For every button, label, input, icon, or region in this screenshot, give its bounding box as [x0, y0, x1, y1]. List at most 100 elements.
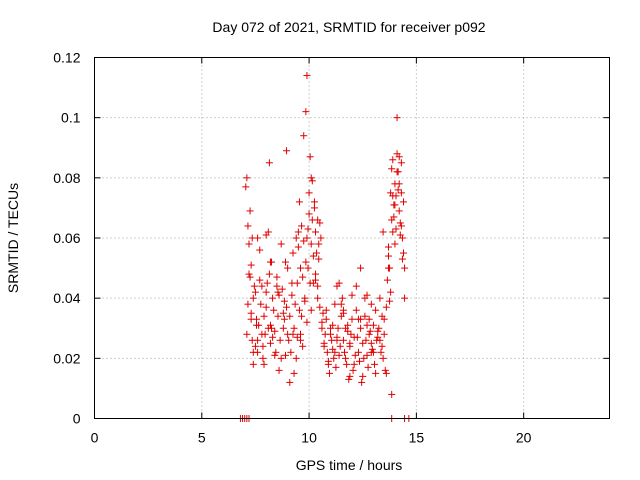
- data-point: [346, 339, 354, 347]
- data-point: [244, 300, 252, 308]
- data-point: [279, 309, 287, 317]
- data-point: [244, 222, 252, 230]
- data-point: [364, 363, 372, 371]
- data-point: [294, 243, 302, 251]
- data-point: [333, 282, 341, 290]
- data-point: [351, 351, 359, 359]
- data-points: [236, 72, 413, 422]
- data-point: [253, 315, 261, 323]
- y-tick-label: 0: [73, 411, 81, 427]
- data-point: [314, 294, 322, 302]
- data-point: [384, 252, 392, 260]
- y-tick-label: 0.02: [53, 350, 80, 366]
- data-point: [380, 330, 388, 338]
- data-point: [274, 288, 282, 296]
- data-point: [365, 315, 373, 323]
- data-point: [388, 165, 396, 173]
- data-point: [357, 315, 365, 323]
- data-point: [340, 348, 348, 356]
- data-point: [265, 270, 273, 278]
- data-point: [318, 324, 326, 332]
- data-point: [381, 366, 389, 374]
- data-point: [315, 240, 323, 248]
- data-point: [275, 291, 283, 299]
- data-point: [367, 339, 375, 347]
- data-point: [367, 300, 375, 308]
- data-point: [310, 198, 318, 206]
- data-point: [254, 234, 262, 242]
- data-point: [345, 375, 353, 383]
- data-point: [389, 228, 397, 236]
- data-point: [320, 342, 328, 350]
- data-point: [398, 255, 406, 263]
- data-point: [281, 258, 289, 266]
- data-point: [393, 114, 401, 122]
- data-point: [266, 258, 274, 266]
- data-point: [292, 234, 300, 242]
- data-point: [285, 336, 293, 344]
- data-point: [400, 249, 407, 257]
- data-point: [299, 342, 307, 350]
- data-point: [242, 183, 250, 191]
- data-point: [304, 225, 312, 233]
- data-point: [392, 192, 400, 200]
- data-point: [384, 243, 392, 251]
- data-point: [363, 321, 371, 329]
- data-point: [395, 207, 403, 215]
- data-point: [334, 324, 342, 332]
- x-tick-label: 0: [91, 430, 99, 446]
- data-point: [255, 321, 263, 329]
- data-point: [335, 351, 343, 359]
- x-tick-label: 5: [198, 430, 206, 446]
- data-point: [382, 303, 390, 311]
- y-tick-label: 0.08: [53, 170, 80, 186]
- data-point: [286, 312, 294, 320]
- data-point: [270, 306, 278, 314]
- data-point: [251, 288, 259, 296]
- data-point: [269, 333, 277, 341]
- data-point: [401, 264, 409, 272]
- data-point: [297, 264, 304, 272]
- data-point: [297, 336, 304, 344]
- data-point: [277, 240, 285, 248]
- data-point: [307, 174, 315, 182]
- data-point: [278, 285, 286, 293]
- data-point: [312, 228, 320, 236]
- data-point: [347, 330, 355, 338]
- data-point: [388, 390, 396, 398]
- data-point: [363, 291, 371, 299]
- data-point: [348, 315, 356, 323]
- data-point: [397, 159, 405, 167]
- data-point: [366, 327, 374, 335]
- data-point: [383, 276, 391, 284]
- data-point: [369, 348, 377, 356]
- data-point: [307, 306, 315, 314]
- data-point: [325, 369, 333, 377]
- x-tick-label: 15: [409, 430, 425, 446]
- x-tick-labels: 0 5 10 15 20: [91, 430, 532, 446]
- data-point: [304, 264, 312, 272]
- data-point: [259, 354, 267, 362]
- data-point: [303, 318, 311, 326]
- data-point: [274, 312, 282, 320]
- data-point: [277, 354, 285, 362]
- data-point: [352, 282, 360, 290]
- data-point: [314, 282, 322, 290]
- data-point: [317, 234, 325, 242]
- data-point: [279, 324, 287, 332]
- data-point: [346, 372, 354, 380]
- data-point: [245, 270, 253, 278]
- data-point: [379, 354, 387, 362]
- data-point: [276, 336, 284, 344]
- data-point: [260, 312, 268, 320]
- data-point: [305, 189, 313, 197]
- data-point: [387, 189, 395, 197]
- data-point: [392, 225, 400, 233]
- data-point: [283, 303, 291, 311]
- data-point: [272, 348, 280, 356]
- data-point: [368, 345, 376, 353]
- data-point: [246, 207, 254, 215]
- data-point: [249, 294, 257, 302]
- data-point: [288, 291, 296, 299]
- data-point: [290, 369, 298, 377]
